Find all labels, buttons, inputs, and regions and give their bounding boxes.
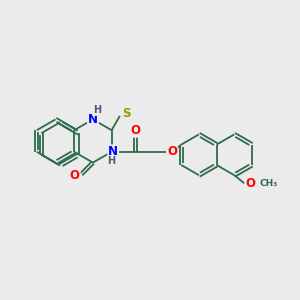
Text: H: H [108, 156, 116, 167]
Text: O: O [167, 145, 177, 158]
Text: N: N [108, 145, 118, 158]
Text: S: S [122, 107, 131, 120]
Text: O: O [245, 177, 255, 190]
Text: O: O [130, 124, 140, 137]
Text: O: O [70, 169, 80, 182]
Text: CH₃: CH₃ [259, 179, 278, 188]
Text: N: N [88, 113, 98, 126]
Text: H: H [93, 105, 101, 116]
